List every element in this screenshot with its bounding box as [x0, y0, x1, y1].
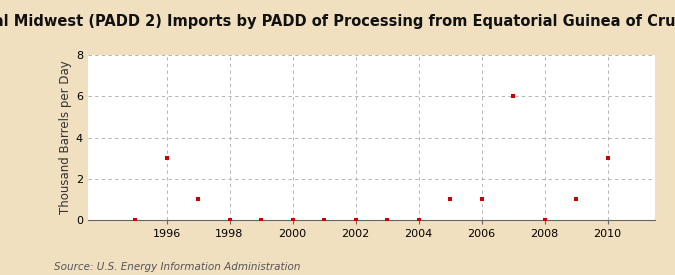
Point: [319, 218, 329, 222]
Point: [413, 218, 424, 222]
Point: [350, 218, 361, 222]
Point: [445, 197, 456, 202]
Point: [256, 218, 267, 222]
Point: [130, 218, 140, 222]
Point: [539, 218, 550, 222]
Point: [192, 197, 203, 202]
Point: [602, 156, 613, 160]
Point: [287, 218, 298, 222]
Text: Annual Midwest (PADD 2) Imports by PADD of Processing from Equatorial Guinea of : Annual Midwest (PADD 2) Imports by PADD …: [0, 14, 675, 29]
Point: [381, 218, 392, 222]
Point: [570, 197, 581, 202]
Point: [224, 218, 235, 222]
Point: [508, 94, 518, 98]
Text: Source: U.S. Energy Information Administration: Source: U.S. Energy Information Administ…: [54, 262, 300, 272]
Point: [476, 197, 487, 202]
Y-axis label: Thousand Barrels per Day: Thousand Barrels per Day: [59, 60, 72, 215]
Point: [161, 156, 172, 160]
